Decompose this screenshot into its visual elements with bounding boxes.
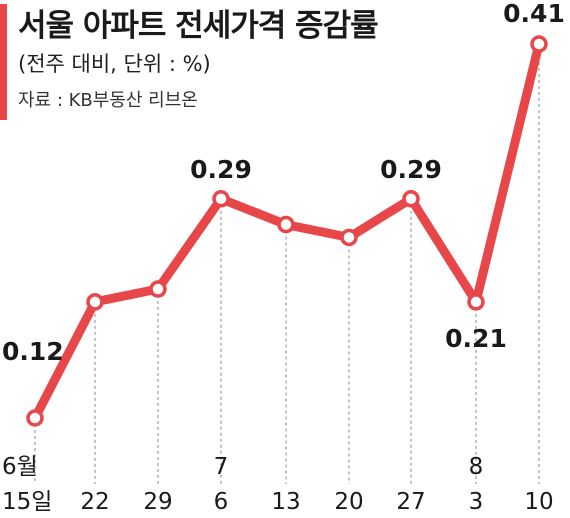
tick-month-0: 6월	[2, 454, 38, 480]
vertical-guide-lines	[34, 56, 540, 484]
tick-day-0: 15일	[2, 489, 52, 515]
data-label-8: 0.41	[503, 0, 565, 28]
data-label-group: 0.12 0.29 0.29 0.21 0.41	[2, 0, 565, 366]
data-point-7	[467, 293, 485, 311]
tick-day-6: 27	[396, 489, 425, 515]
data-point-2	[149, 280, 167, 298]
tick-day-8: 10	[524, 489, 553, 515]
tick-day-7: 3	[469, 489, 484, 515]
data-point-4	[277, 215, 295, 234]
chart-source: 자료 : KB부동산 리브온	[18, 90, 198, 111]
data-label-0: 0.12	[2, 337, 64, 366]
data-point-1	[86, 293, 104, 311]
tick-day-5: 20	[334, 489, 363, 515]
data-point-5	[340, 228, 358, 247]
x-axis-tick-labels: 6월 15일 22 29 7 6 13 20 27 8 3 10	[2, 454, 554, 515]
tick-month-7: 8	[469, 454, 484, 480]
tick-day-3: 6	[214, 489, 229, 515]
data-point-0	[26, 409, 44, 427]
title-accent-bar	[0, 4, 7, 120]
data-label-3: 0.29	[190, 155, 252, 184]
data-label-6: 0.29	[380, 155, 442, 184]
tick-day-2: 29	[143, 489, 172, 515]
data-label-7: 0.21	[445, 324, 507, 353]
data-point-6	[402, 190, 420, 208]
data-marker-group	[26, 35, 548, 427]
chart-subtitle: (전주 대비, 단위 : %)	[18, 52, 211, 76]
tick-day-4: 13	[271, 489, 300, 515]
tick-month-3: 7	[214, 454, 229, 480]
tick-day-1: 22	[80, 489, 109, 515]
data-point-3	[212, 190, 230, 208]
data-point-8	[530, 35, 548, 53]
chart-title: 서울 아파트 전세가격 증감률	[18, 8, 379, 44]
